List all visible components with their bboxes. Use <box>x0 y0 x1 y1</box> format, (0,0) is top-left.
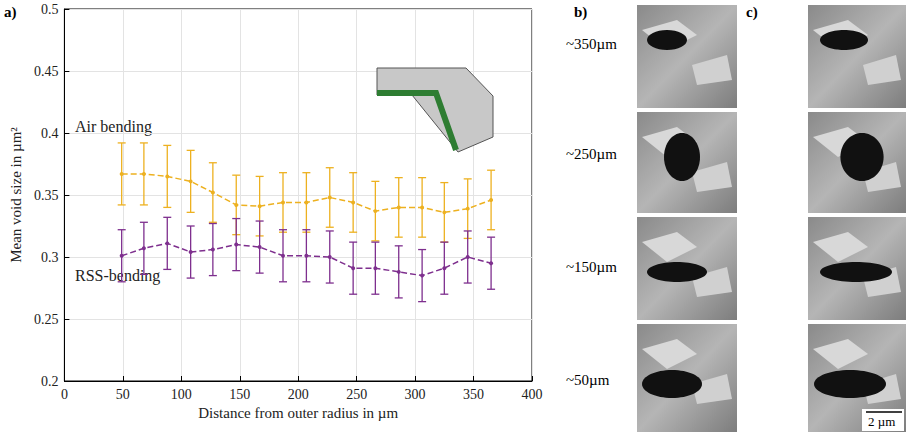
svg-text:~50µm: ~50µm <box>566 372 610 388</box>
svg-text:0.45: 0.45 <box>34 64 59 79</box>
svg-text:250: 250 <box>346 387 367 402</box>
svg-text:400: 400 <box>522 387 543 402</box>
svg-text:0.35: 0.35 <box>34 188 59 203</box>
svg-text:350: 350 <box>463 387 484 402</box>
svg-text:0: 0 <box>61 387 68 402</box>
svg-text:Mean void size in µm²: Mean void size in µm² <box>8 127 24 263</box>
svg-text:RSS-bending: RSS-bending <box>75 267 160 285</box>
svg-text:~250µm: ~250µm <box>566 146 617 162</box>
svg-text:100: 100 <box>171 387 192 402</box>
svg-text:Air bending: Air bending <box>75 118 152 136</box>
svg-text:0.2: 0.2 <box>41 374 59 389</box>
svg-text:b): b) <box>574 4 587 21</box>
svg-text:200: 200 <box>288 387 309 402</box>
svg-text:~350µm: ~350µm <box>566 36 617 52</box>
svg-text:150: 150 <box>229 387 250 402</box>
svg-text:300: 300 <box>405 387 426 402</box>
svg-text:0.25: 0.25 <box>34 312 59 327</box>
svg-text:c): c) <box>746 4 758 21</box>
svg-text:50: 50 <box>116 387 130 402</box>
svg-text:Distance from outer radius in: Distance from outer radius in µm <box>198 405 398 421</box>
svg-text:0.4: 0.4 <box>41 126 59 141</box>
svg-text:2 µm: 2 µm <box>868 414 895 429</box>
svg-text:0.3: 0.3 <box>41 250 59 265</box>
svg-text:~150µm: ~150µm <box>566 259 617 275</box>
svg-text:0.5: 0.5 <box>41 2 59 17</box>
svg-text:a): a) <box>4 4 17 21</box>
